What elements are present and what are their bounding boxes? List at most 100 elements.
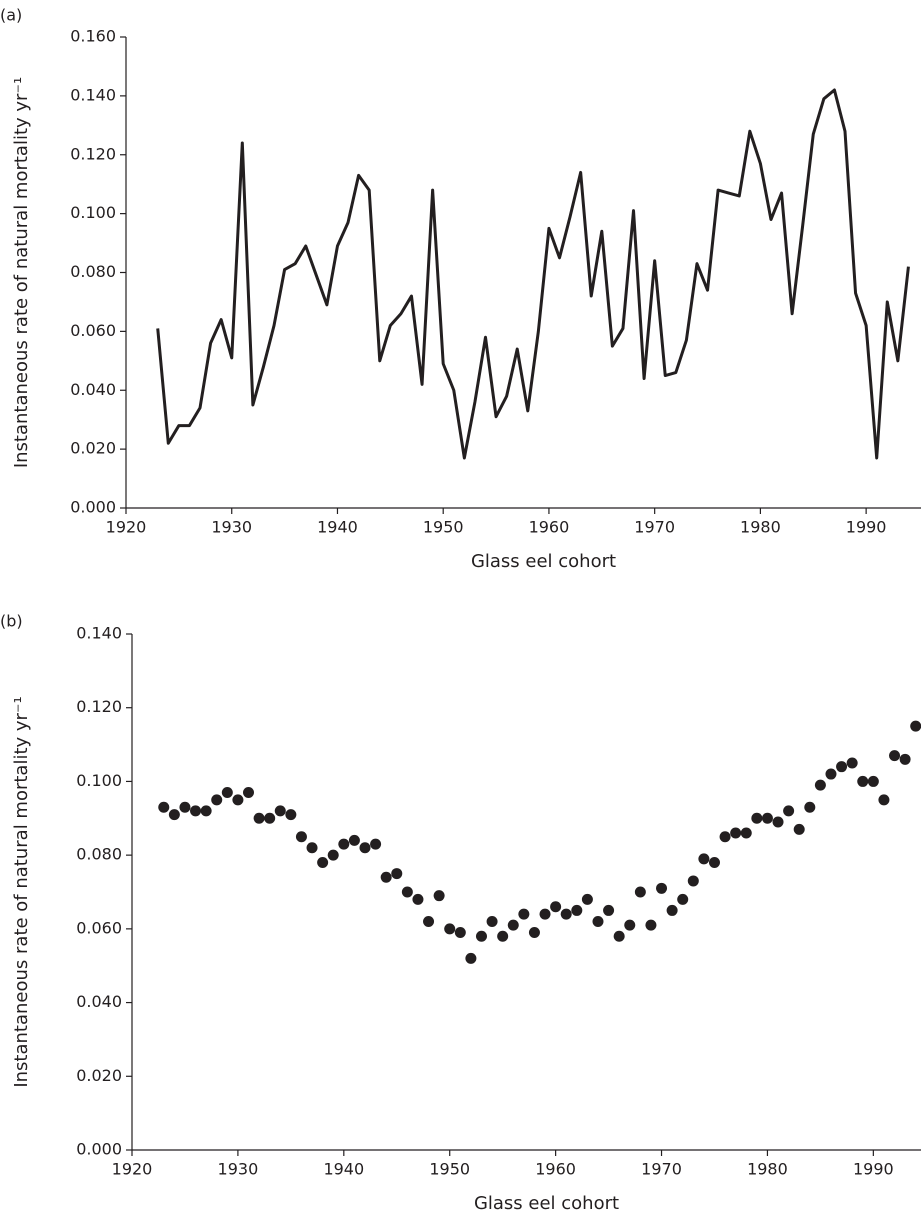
- data-point: [910, 720, 921, 732]
- y-tick-label: 0.120: [76, 697, 122, 716]
- data-point: [423, 915, 435, 927]
- y-tick-label: 0.060: [76, 918, 122, 937]
- data-point: [338, 838, 350, 850]
- data-point: [656, 882, 668, 894]
- data-point: [730, 827, 742, 839]
- data-point: [645, 919, 657, 931]
- x-tick-label: 1970: [634, 518, 675, 537]
- data-point: [412, 893, 424, 905]
- data-point: [168, 809, 180, 821]
- y-tick-label: 0.000: [76, 1140, 122, 1159]
- data-point: [200, 805, 212, 817]
- data-point: [867, 775, 879, 787]
- data-point: [444, 923, 456, 935]
- x-tick-label: 1970: [641, 1160, 682, 1179]
- data-point: [242, 786, 254, 798]
- data-point: [889, 750, 901, 762]
- y-tick-label: 0.040: [76, 992, 122, 1011]
- data-point: [528, 927, 540, 939]
- y-tick-label: 0.100: [76, 771, 122, 790]
- data-point: [761, 812, 773, 824]
- data-point: [486, 915, 498, 927]
- y-tick-label: 0.000: [70, 498, 116, 517]
- y-tick-label: 0.140: [76, 624, 122, 643]
- data-point: [306, 842, 318, 854]
- data-point: [899, 753, 911, 765]
- data-point: [274, 805, 286, 817]
- y-tick-label: 0.120: [70, 144, 116, 163]
- data-point: [719, 831, 731, 843]
- data-point: [603, 904, 615, 916]
- data-point: [179, 801, 191, 813]
- data-point: [158, 801, 170, 813]
- x-tick-label: 1980: [747, 1160, 788, 1179]
- data-point: [814, 779, 826, 791]
- data-point: [783, 805, 795, 817]
- data-point: [359, 842, 371, 854]
- data-point: [846, 757, 858, 769]
- x-axis-title: Glass eel cohort: [471, 551, 616, 572]
- data-point: [772, 816, 784, 828]
- x-tick-label: 1980: [740, 518, 781, 537]
- x-tick-label: 1930: [218, 1160, 259, 1179]
- data-point: [264, 812, 276, 824]
- panel-label: (a): [0, 6, 22, 25]
- data-point: [539, 908, 551, 920]
- y-tick-label: 0.020: [76, 1066, 122, 1085]
- x-tick-label: 1930: [211, 518, 252, 537]
- y-tick-label: 0.040: [70, 380, 116, 399]
- data-point: [295, 831, 307, 843]
- data-point: [465, 952, 477, 964]
- y-tick-label: 0.080: [76, 845, 122, 864]
- x-tick-label: 1960: [529, 518, 570, 537]
- data-point: [433, 890, 445, 902]
- data-point: [285, 809, 297, 821]
- data-point: [507, 919, 519, 931]
- x-tick-label: 1990: [846, 518, 887, 537]
- x-tick-label: 1940: [323, 1160, 364, 1179]
- data-point: [232, 794, 244, 806]
- data-point: [190, 805, 202, 817]
- data-point: [475, 930, 487, 942]
- y-tick-label: 0.160: [70, 27, 116, 46]
- data-point: [878, 794, 890, 806]
- data-point: [497, 930, 509, 942]
- data-point: [327, 849, 339, 861]
- x-tick-label: 1920: [112, 1160, 153, 1179]
- x-tick-label: 1990: [853, 1160, 894, 1179]
- data-point: [708, 857, 720, 869]
- x-tick-label: 1920: [106, 518, 147, 537]
- data-point: [571, 904, 583, 916]
- data-point: [666, 904, 678, 916]
- data-point: [793, 823, 805, 835]
- data-point: [454, 927, 466, 939]
- data-point: [317, 857, 329, 869]
- x-tick-label: 1960: [535, 1160, 576, 1179]
- x-tick-label: 1940: [317, 518, 358, 537]
- data-point: [211, 794, 223, 806]
- data-point: [391, 868, 403, 880]
- data-point: [624, 919, 636, 931]
- data-line: [156, 88, 910, 460]
- data-point: [836, 761, 848, 773]
- y-tick-label: 0.100: [70, 203, 116, 222]
- data-point: [560, 908, 572, 920]
- data-point: [687, 875, 699, 887]
- data-point: [518, 908, 530, 920]
- data-point: [825, 768, 837, 780]
- data-point: [857, 775, 869, 787]
- x-axis-title: Glass eel cohort: [474, 1193, 619, 1214]
- data-point: [401, 886, 413, 898]
- y-tick-label: 0.060: [70, 321, 116, 340]
- data-point: [592, 915, 604, 927]
- panel-label: (b): [0, 612, 23, 631]
- data-point: [581, 893, 593, 905]
- y-tick-label: 0.080: [70, 262, 116, 281]
- data-point: [550, 901, 562, 913]
- y-tick-label: 0.020: [70, 439, 116, 458]
- data-point: [370, 838, 382, 850]
- data-point: [253, 812, 265, 824]
- x-tick-label: 1950: [429, 1160, 470, 1179]
